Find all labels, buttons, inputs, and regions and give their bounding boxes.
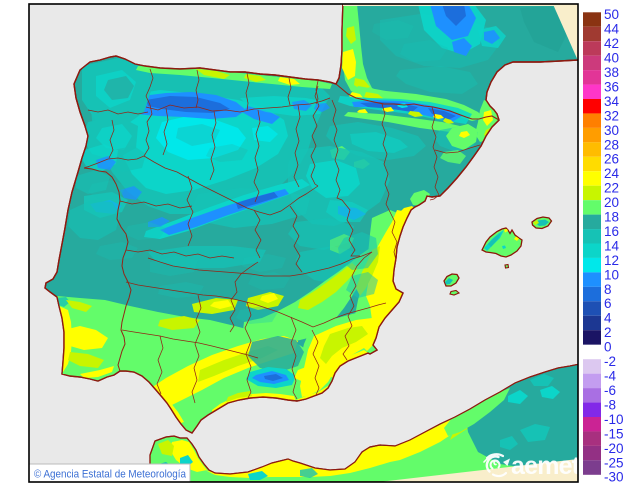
- svg-text:44: 44: [604, 22, 620, 37]
- svg-text:16: 16: [604, 224, 619, 239]
- svg-text:22: 22: [604, 181, 619, 196]
- svg-text:-10: -10: [604, 412, 624, 427]
- svg-text:38: 38: [604, 65, 619, 80]
- svg-text:10: 10: [604, 267, 619, 282]
- svg-text:28: 28: [604, 137, 619, 152]
- svg-text:-4: -4: [604, 369, 616, 384]
- svg-text:14: 14: [604, 238, 620, 253]
- svg-text:42: 42: [604, 36, 619, 51]
- svg-text:-15: -15: [604, 426, 624, 441]
- svg-text:-6: -6: [604, 383, 616, 398]
- svg-text:32: 32: [604, 108, 619, 123]
- svg-text:0: 0: [604, 340, 612, 355]
- svg-text:36: 36: [604, 79, 619, 94]
- svg-text:-25: -25: [604, 455, 624, 470]
- svg-text:12: 12: [604, 253, 619, 268]
- svg-text:© Agencia Estatal de Meteorolo: © Agencia Estatal de Meteorología: [34, 469, 186, 481]
- svg-text:26: 26: [604, 152, 619, 167]
- svg-text:20: 20: [604, 195, 619, 210]
- svg-text:-20: -20: [604, 441, 624, 456]
- svg-text:4: 4: [604, 311, 612, 326]
- svg-text:2: 2: [604, 325, 612, 340]
- svg-text:50: 50: [604, 7, 619, 22]
- svg-text:40: 40: [604, 51, 619, 66]
- svg-text:24: 24: [604, 166, 620, 181]
- svg-text:-2: -2: [604, 354, 616, 369]
- svg-text:6: 6: [604, 296, 612, 311]
- svg-text:18: 18: [604, 210, 619, 225]
- svg-text:8: 8: [604, 282, 612, 297]
- svg-text:30: 30: [604, 123, 619, 138]
- svg-text:34: 34: [604, 94, 620, 109]
- svg-text:-8: -8: [604, 397, 616, 412]
- svg-text:aemet: aemet: [511, 452, 581, 480]
- svg-text:-30: -30: [604, 470, 624, 485]
